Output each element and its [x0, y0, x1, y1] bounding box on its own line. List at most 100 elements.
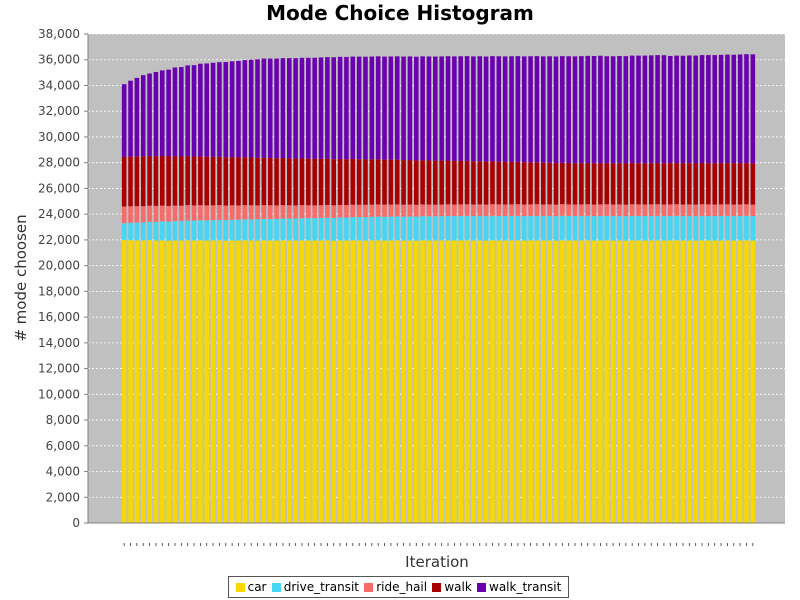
bar-segment-walk_transit [236, 60, 241, 158]
bar-segment-drive_transit [617, 215, 622, 241]
bar-segment-walk_transit [198, 63, 203, 157]
bar-segment-walk_transit [388, 56, 394, 160]
bar-segment-walk [325, 158, 330, 205]
bar-segment-drive_transit [598, 215, 603, 241]
bar-segment-walk [648, 163, 654, 205]
bar-segment-drive_transit [706, 215, 711, 241]
bar-segment-walk_transit [528, 56, 533, 163]
bar-segment-drive_transit [242, 219, 248, 241]
bar-segment-car [388, 240, 394, 523]
bar-segment-drive_transit [204, 220, 210, 241]
bar-segment-ride_hail [236, 205, 241, 220]
bar-segment-car [731, 240, 737, 524]
bar-segment-walk_transit [623, 56, 629, 164]
bar-segment-walk_transit [718, 54, 724, 164]
bar-segment-ride_hail [572, 204, 578, 217]
bar-segment-walk_transit [318, 57, 324, 159]
bar-segment-walk_transit [172, 67, 178, 157]
bar-segment-walk [521, 162, 527, 205]
bar-segment-walk_transit [610, 56, 616, 164]
bar-segment-car [591, 240, 597, 524]
bar-segment-car [420, 240, 425, 523]
legend-item-walk_transit: walk_transit [477, 580, 561, 594]
y-tick-label: 10,000 [38, 387, 80, 401]
legend-item-car: car [235, 580, 267, 594]
bar-segment-ride_hail [534, 204, 540, 216]
bar-segment-walk_transit [166, 69, 171, 157]
bar-segment-car [261, 240, 267, 523]
bar-segment-car [312, 240, 317, 524]
bar-segment-walk [229, 157, 235, 206]
bar-segment-car [579, 240, 584, 523]
bar-segment-ride_hail [204, 205, 210, 221]
bar-segment-walk [337, 159, 343, 205]
bar-segment-walk [166, 156, 171, 206]
bar-segment-walk [610, 163, 616, 205]
bar-segment-drive_transit [229, 219, 235, 241]
bar-segment-walk [356, 159, 362, 205]
bar-segment-walk_transit [331, 57, 337, 160]
bar-segment-walk_transit [306, 57, 311, 159]
bar-segment-ride_hail [718, 204, 724, 216]
bar-segment-walk [471, 161, 476, 205]
bar-segment-car [426, 240, 432, 523]
bar-segment-car [655, 240, 660, 523]
y-tick-label: 2,000 [46, 490, 80, 504]
bar-segment-car [718, 240, 724, 523]
bar-segment-walk_transit [217, 62, 222, 157]
bar-segment-car [642, 240, 648, 524]
bar-segment-drive_transit [674, 215, 679, 241]
bar-segment-walk [572, 163, 578, 205]
bar-segment-ride_hail [655, 204, 660, 216]
bar-segment-walk_transit [496, 56, 502, 162]
bar-segment-drive_transit [610, 216, 616, 241]
bar-segment-ride_hail [426, 204, 432, 217]
bar-segment-walk [655, 163, 660, 205]
bar-segment-walk [604, 163, 610, 205]
bar-segment-walk [255, 157, 260, 206]
x-axis-ticks [123, 543, 754, 546]
bar-segment-drive_transit [591, 216, 597, 241]
bar-segment-walk [134, 156, 140, 207]
bar-segment-ride_hail [286, 205, 292, 219]
bar-segment-drive_transit [579, 215, 584, 241]
bar-segment-drive_transit [420, 216, 425, 241]
bar-segment-car [572, 240, 578, 524]
bar-segment-walk_transit [229, 61, 235, 158]
bar-segment-car [236, 240, 241, 524]
bar-segment-walk [382, 159, 387, 205]
bar-segment-ride_hail [687, 204, 692, 216]
bar-segment-drive_transit [299, 218, 305, 241]
bar-segment-car [121, 239, 127, 523]
bar-segment-drive_transit [547, 215, 552, 241]
bar-segment-ride_hail [217, 205, 222, 220]
bar-segment-walk_transit [706, 55, 711, 164]
bar-segment-walk_transit [140, 75, 146, 157]
bar-segment-ride_hail [693, 204, 698, 217]
bar-segment-walk_transit [185, 65, 190, 157]
bar-segment-ride_hail [331, 205, 337, 218]
legend-swatch [235, 582, 245, 592]
bar-segment-car [185, 240, 190, 523]
y-tick-label: 28,000 [38, 156, 80, 170]
bar-segment-walk [585, 163, 591, 205]
bar-segment-walk [369, 159, 375, 205]
bar-segment-walk_transit [325, 57, 330, 159]
bar-segment-walk_transit [153, 71, 159, 157]
bar-segment-walk [286, 158, 292, 206]
bar-segment-walk_transit [693, 55, 698, 164]
bar-segment-walk_transit [547, 56, 552, 163]
bar-segment-ride_hail [375, 204, 381, 217]
bar-segment-car [128, 240, 133, 523]
bar-segment-walk [725, 163, 730, 205]
bar-segment-car [331, 240, 337, 524]
bar-segment-walk_transit [255, 59, 260, 158]
bar-segment-walk [566, 163, 571, 205]
bar-segment-walk [223, 157, 229, 206]
bar-segment-walk [642, 163, 648, 205]
bar-segment-walk_transit [159, 70, 165, 156]
bar-segment-walk_transit [731, 54, 737, 164]
bar-segment-walk [413, 160, 419, 205]
bar-segment-car [521, 240, 527, 524]
bar-segment-walk_transit [407, 56, 413, 161]
